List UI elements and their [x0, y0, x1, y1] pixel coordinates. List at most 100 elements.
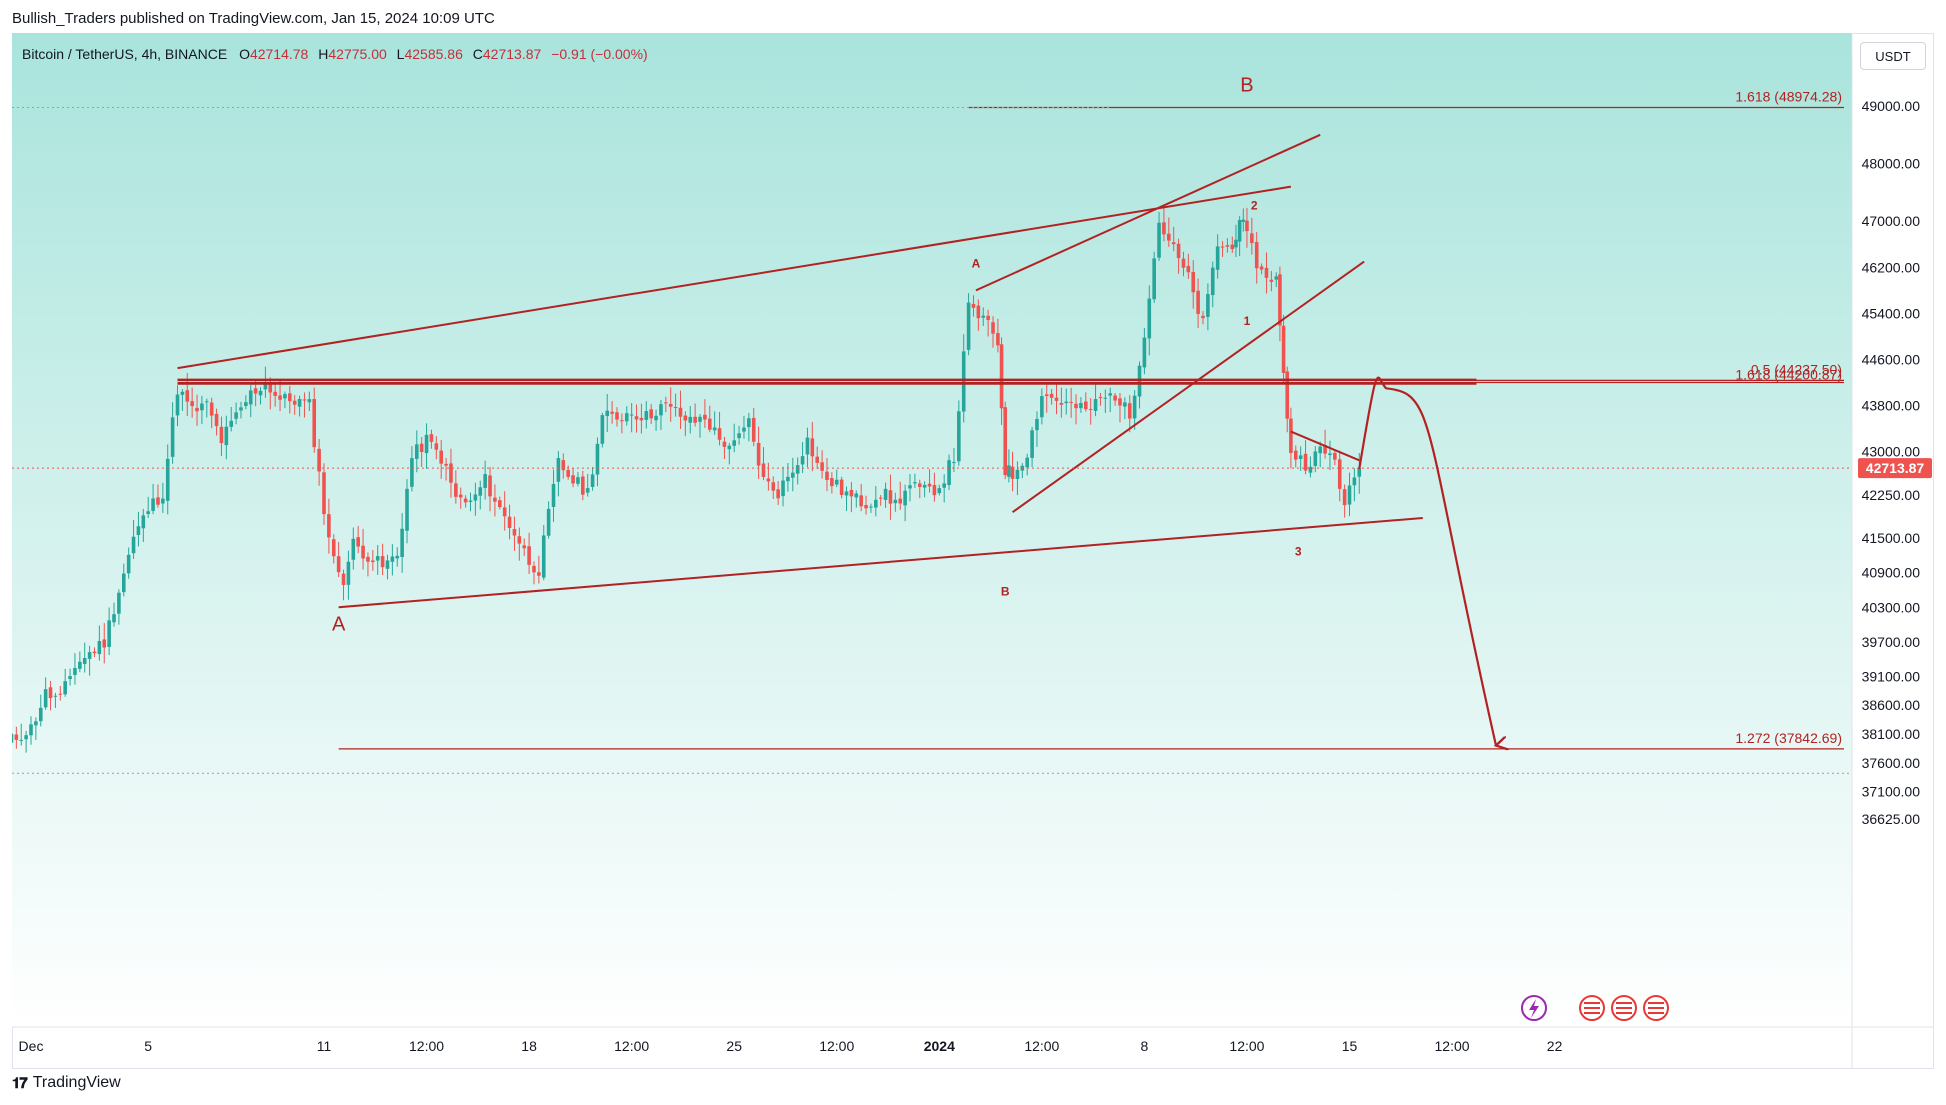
time-tick-label: Dec: [19, 1038, 44, 1054]
candle: [1084, 392, 1088, 412]
wave-label: 2: [1251, 199, 1258, 213]
candle: [1245, 207, 1249, 248]
candle: [82, 642, 87, 673]
candle: [649, 404, 653, 424]
candle: [937, 484, 942, 496]
candle: [844, 486, 849, 512]
candle: [449, 448, 453, 498]
candle: [38, 694, 43, 727]
candle: [1152, 251, 1156, 303]
candle: [1323, 429, 1327, 459]
low-value: 42585.86: [404, 46, 463, 62]
candle: [1269, 270, 1274, 292]
candle: [888, 474, 893, 520]
trend-line[interactable]: [177, 185, 1292, 370]
candle: [224, 415, 229, 460]
candle: [156, 484, 160, 508]
trend-line[interactable]: [1290, 430, 1360, 462]
candle: [517, 527, 522, 561]
candle: [175, 385, 180, 427]
candle: [209, 397, 214, 429]
projection-arrow[interactable]: [1358, 376, 1496, 746]
candle: [917, 479, 922, 499]
candle: [893, 492, 898, 512]
candle: [795, 457, 800, 485]
candle: [668, 387, 673, 422]
symbol-name[interactable]: Bitcoin / TetherUS, 4h, BINANCE: [22, 46, 228, 62]
currency-button[interactable]: USDT: [1860, 42, 1926, 70]
trend-line[interactable]: [975, 133, 1321, 292]
candle: [375, 545, 380, 575]
candle: [624, 406, 629, 426]
candle: [805, 427, 810, 468]
candle: [1342, 484, 1347, 518]
candle: [1167, 217, 1171, 247]
candle: [678, 390, 683, 429]
wave-label: A: [332, 613, 346, 635]
candle: [458, 487, 463, 509]
candle: [707, 405, 712, 433]
candle: [1303, 440, 1308, 475]
candle: [229, 406, 234, 432]
candle: [278, 380, 282, 412]
trend-line[interactable]: [1011, 260, 1365, 514]
candle: [1132, 390, 1137, 430]
candles: [12, 205, 1362, 753]
candle: [605, 394, 610, 432]
candle: [673, 393, 678, 417]
candle: [966, 293, 971, 356]
candle: [527, 532, 531, 575]
candle: [68, 668, 72, 686]
candle: [92, 647, 97, 658]
candle: [126, 547, 131, 579]
candle: [908, 473, 912, 502]
candle: [698, 414, 702, 438]
candle: [556, 451, 561, 497]
candle: [463, 495, 468, 508]
candle: [136, 511, 141, 547]
candle: [380, 543, 385, 576]
candle: [361, 528, 365, 570]
candle: [756, 426, 761, 480]
wave-label: A: [972, 256, 981, 270]
candle: [366, 552, 370, 577]
candle: [1347, 472, 1352, 517]
price-tick-label: 46200.00: [1862, 259, 1921, 275]
candle: [1230, 236, 1235, 253]
candle: [1113, 393, 1117, 406]
candle: [292, 395, 297, 415]
candle: [1127, 395, 1132, 433]
candle: [595, 437, 600, 487]
time-tick-label: 12:00: [1024, 1038, 1059, 1054]
candle: [942, 474, 946, 503]
wave-label: 3: [1295, 544, 1302, 558]
candle: [141, 508, 146, 543]
candle: [717, 411, 722, 446]
candle: [1007, 449, 1011, 483]
candle: [854, 490, 859, 508]
candle: [1059, 387, 1064, 418]
candle: [1313, 446, 1318, 473]
candle: [737, 425, 741, 445]
candle: [1186, 253, 1191, 280]
candle: [1210, 261, 1215, 308]
candle: [371, 550, 375, 571]
candle: [1040, 388, 1044, 425]
candle: [107, 607, 111, 655]
candle: [63, 668, 67, 697]
candle: [761, 447, 766, 481]
candle: [551, 469, 556, 522]
candle: [1108, 387, 1113, 413]
candle: [400, 513, 404, 573]
candle: [922, 481, 927, 498]
candle: [219, 416, 224, 456]
candle: [986, 309, 990, 337]
candle: [620, 413, 624, 434]
candle: [405, 479, 409, 544]
candle: [541, 525, 546, 581]
trend-line[interactable]: [338, 516, 1423, 609]
candle: [1352, 468, 1357, 502]
candlestick-chart[interactable]: 1.618 (48974.28) 0.5 (44237.50)1.618 (442…: [12, 33, 1934, 1069]
wave-label: B: [1240, 75, 1253, 97]
fib-level-label: 1.618 (48974.28): [1735, 88, 1842, 104]
